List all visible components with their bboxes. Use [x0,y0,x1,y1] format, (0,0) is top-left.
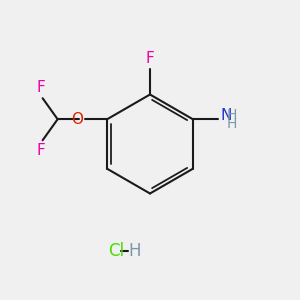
Text: F: F [37,80,46,95]
Text: O: O [71,112,83,127]
Text: H: H [227,108,237,122]
Text: H: H [227,117,237,131]
Text: H: H [128,242,141,260]
Text: Cl: Cl [108,242,124,260]
Text: F: F [146,51,154,66]
Text: N: N [220,108,232,123]
Text: F: F [37,143,46,158]
